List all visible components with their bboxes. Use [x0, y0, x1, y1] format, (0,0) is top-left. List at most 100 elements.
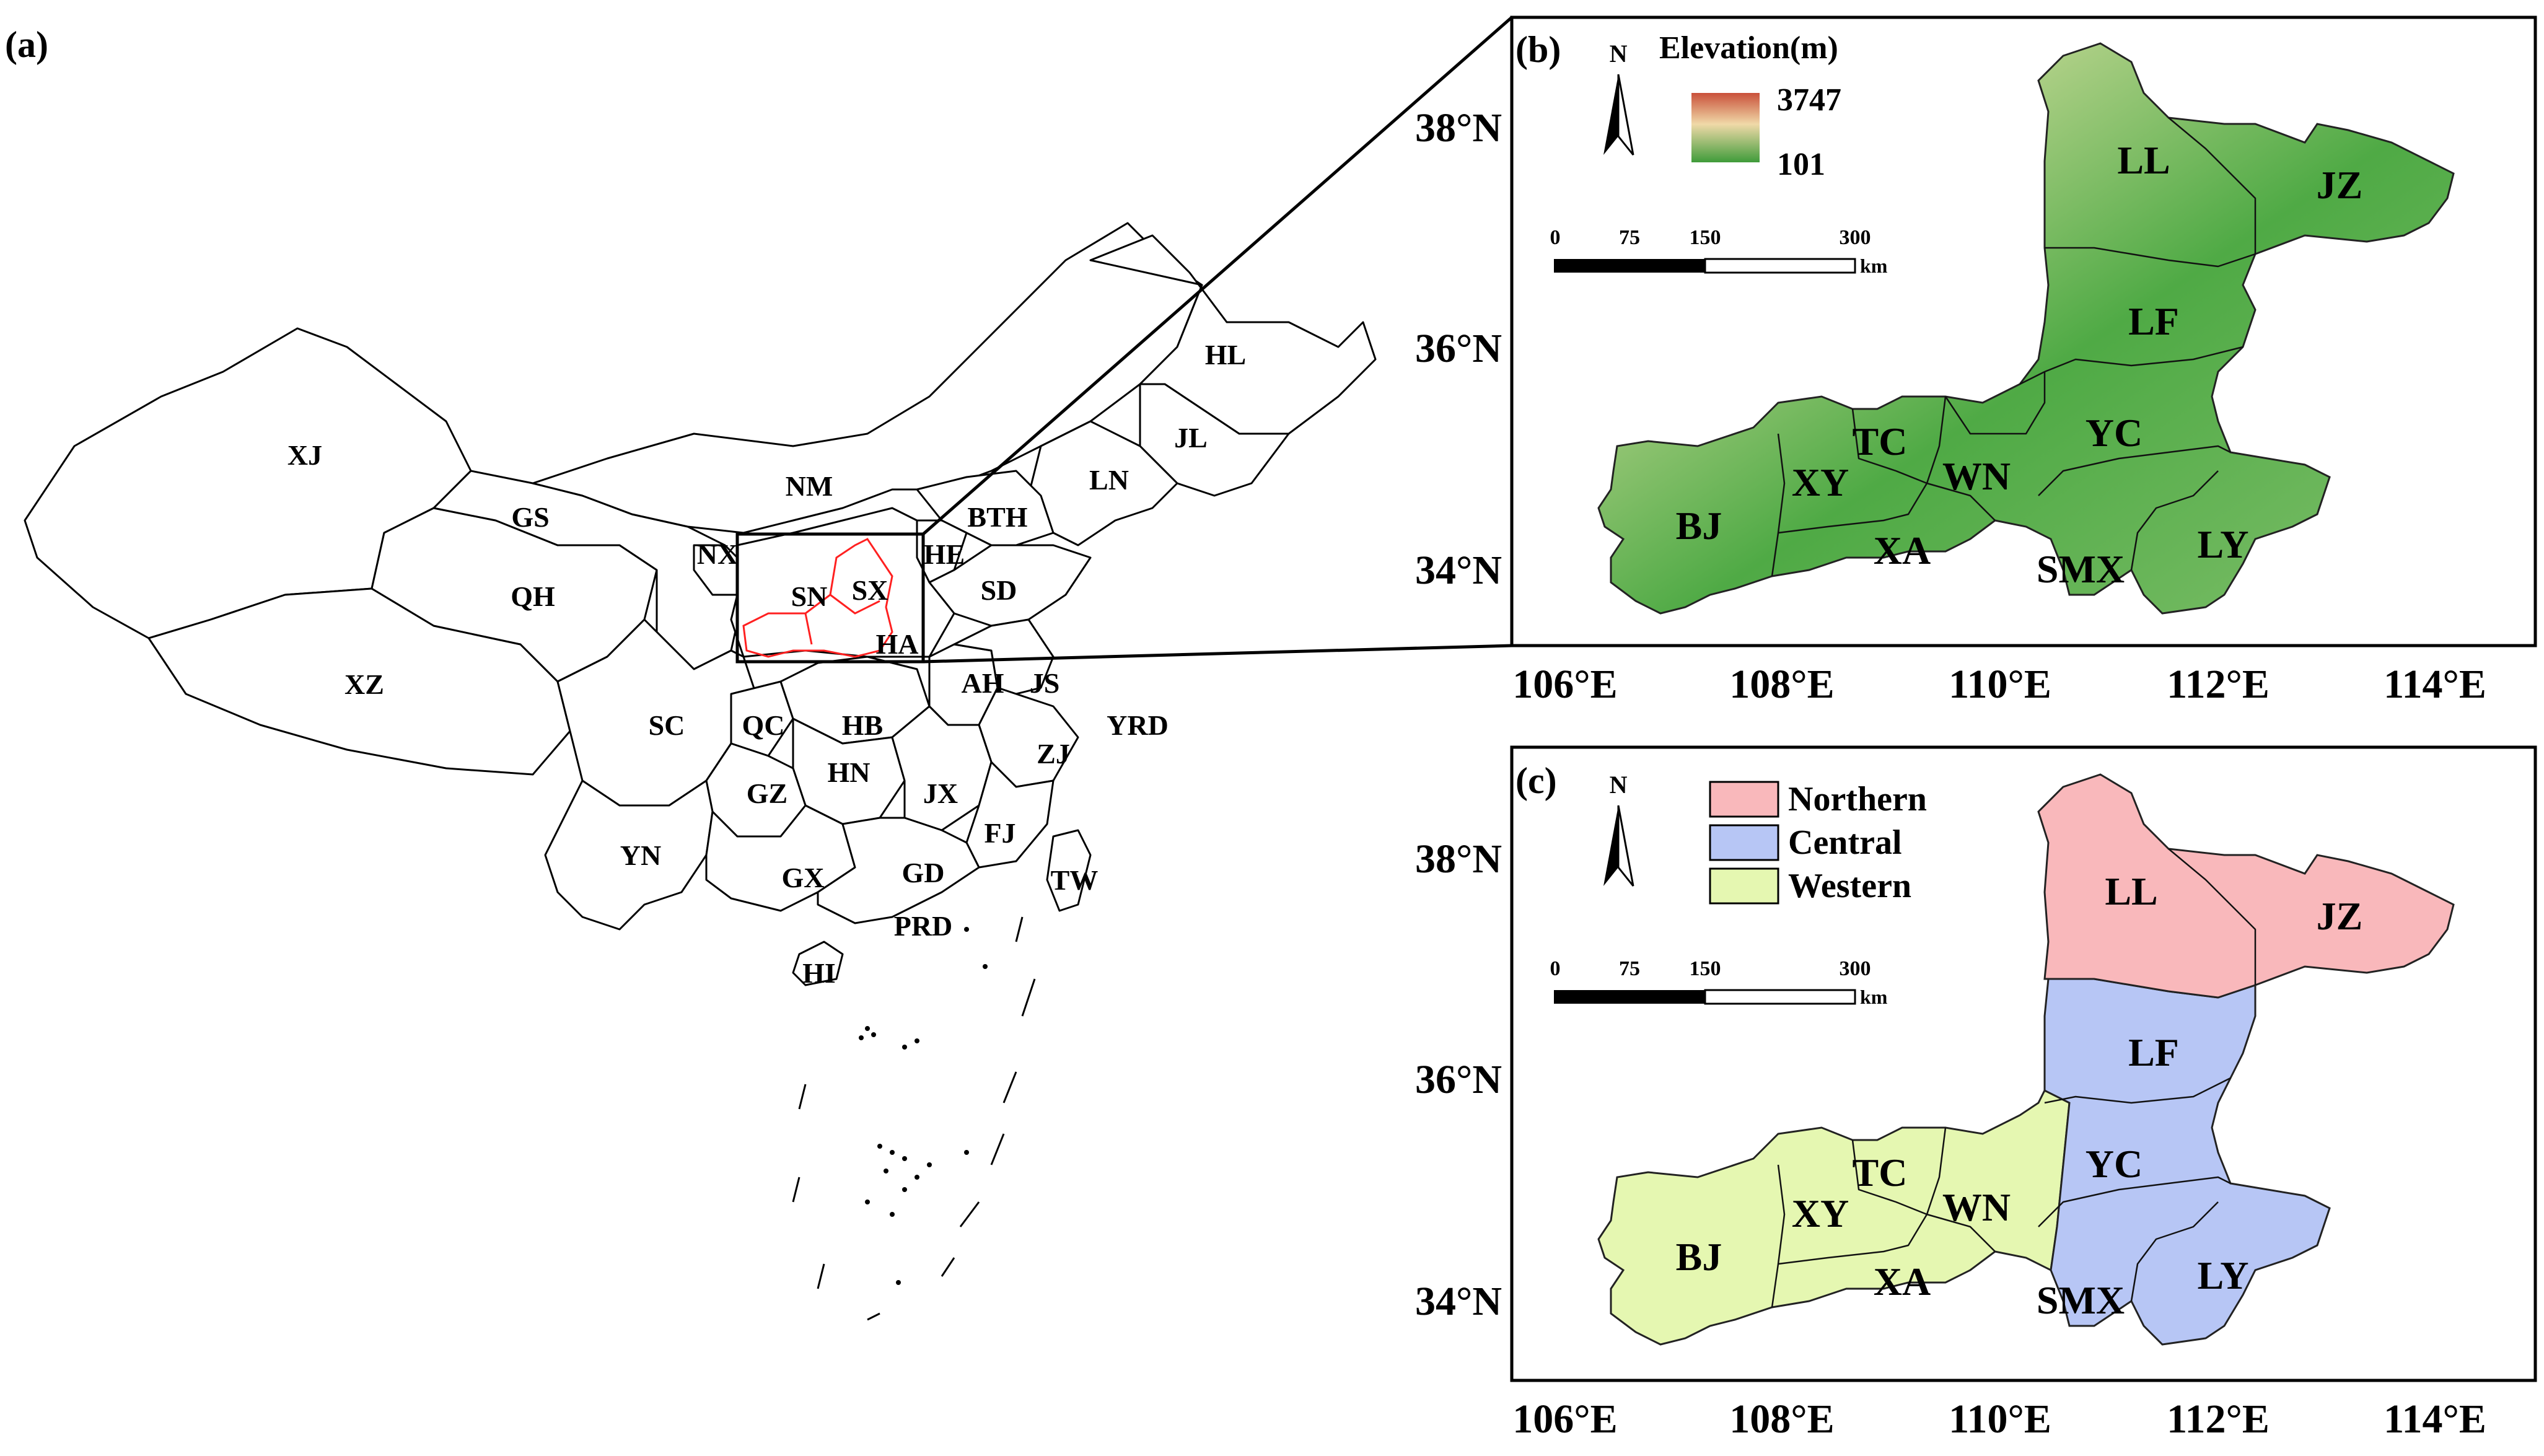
province-label-jx: JX: [923, 778, 958, 809]
svg-text:300: 300: [1840, 957, 1871, 980]
region-western: [1597, 1089, 2071, 1346]
north-arrow-icon: N: [1603, 771, 1634, 887]
city-label-ly-b: LY: [2197, 522, 2248, 566]
province-label-qh: QH: [511, 581, 555, 612]
province-label-gx: GX: [782, 862, 825, 893]
study-area-inner-2: [830, 594, 880, 615]
svg-text:km: km: [1860, 986, 1888, 1008]
city-label-lf-b: LF: [2128, 299, 2179, 343]
lon-label-114-b: 114°E: [2384, 662, 2486, 707]
svg-text:N: N: [1610, 40, 1628, 68]
province-label-nx: NX: [697, 538, 738, 570]
elevation-legend-title: Elevation(m): [1659, 30, 1838, 66]
svg-text:75: 75: [1619, 957, 1640, 980]
lon-label-112-b: 112°E: [2167, 662, 2270, 707]
province-label-ah: AH: [962, 667, 1004, 699]
city-label-wn-b: WN: [1942, 454, 2011, 498]
province-label-hb: HB: [842, 709, 883, 741]
province-label-ln: LN: [1089, 464, 1129, 496]
svg-text:300: 300: [1840, 226, 1871, 249]
province-label-fj: FJ: [984, 817, 1015, 849]
city-label-xa-b: XA: [1874, 528, 1931, 572]
city-label-yc-b: YC: [2086, 411, 2143, 455]
province-qc: [730, 680, 794, 757]
panel-c-label: (c): [1515, 760, 1557, 801]
legend-northern: Northern: [1788, 780, 1927, 818]
province-label-tw: TW: [1051, 864, 1099, 896]
province-tw: [1046, 829, 1092, 912]
lon-label-110-b: 110°E: [1949, 662, 2051, 707]
province-label-hi: HI: [802, 957, 836, 989]
lat-label-34-c: 34°N: [1415, 1279, 1502, 1324]
city-label-jz-b: JZ: [2317, 163, 2363, 207]
china-map: XJ HL JL NM LN GS BTH NX HE QH SN SX SD …: [24, 16, 1513, 1321]
lat-label-38-b: 38°N: [1415, 105, 1502, 151]
svg-text:km: km: [1860, 255, 1888, 277]
province-label-zj: ZJ: [1037, 738, 1070, 770]
legend-western: Western: [1788, 867, 1911, 905]
panel-b: (b) N Elevation(m) 3747 101 0 75 150 300…: [1415, 15, 2537, 707]
connector-line-top: [922, 16, 1513, 535]
city-boundaries-c: [1771, 848, 2257, 1308]
panel-a-label: (a): [5, 24, 48, 65]
study-area-box: [735, 532, 925, 664]
city-label-tc-c: TC: [1853, 1151, 1908, 1195]
lat-label-34-b: 34°N: [1415, 548, 1502, 593]
province-label-yrd: YRD: [1107, 709, 1169, 741]
panel-c: (c) N Northern Central Western 0 75 150 …: [1415, 745, 2537, 1442]
south-china-sea-islands: [792, 916, 1036, 1321]
svg-text:N: N: [1610, 771, 1628, 799]
study-area-inner-1: [804, 613, 813, 645]
city-label-jz-c: JZ: [2317, 894, 2363, 938]
city-label-xy-c: XY: [1792, 1191, 1849, 1235]
island-dots: [859, 927, 988, 1285]
svg-text:0: 0: [1550, 226, 1561, 249]
lon-label-108-c: 108°E: [1729, 1397, 1834, 1442]
province-label-gz: GZ: [747, 778, 787, 809]
city-label-smx-c: SMX: [2037, 1278, 2125, 1322]
scalebar-b: 0 75 150 300 km: [1550, 226, 1888, 277]
city-boundaries-b: [1771, 117, 2257, 577]
city-label-yc-c: YC: [2086, 1142, 2143, 1186]
province-label-yn: YN: [620, 840, 661, 871]
province-label-sn: SN: [791, 581, 828, 612]
province-label-he: HE: [924, 538, 965, 570]
lon-label-106-c: 106°E: [1512, 1397, 1617, 1442]
province-label-xj: XJ: [287, 439, 322, 471]
region-central: [2043, 978, 2331, 1346]
svg-text:150: 150: [1690, 226, 1721, 249]
province-sd: [928, 544, 1092, 627]
svg-text:75: 75: [1619, 226, 1640, 249]
region-northern: [2037, 773, 2455, 999]
region-legend: Northern Central Western: [1709, 780, 1927, 905]
city-label-wn-c: WN: [1942, 1185, 2011, 1229]
city-label-lf-c: LF: [2128, 1030, 2179, 1074]
lon-label-106-b: 106°E: [1512, 662, 1617, 707]
city-label-ll-b: LL: [2117, 138, 2170, 182]
province-label-sd: SD: [981, 574, 1017, 606]
city-label-bj-c: BJ: [1676, 1235, 1722, 1279]
lat-label-36-c: 36°N: [1415, 1057, 1502, 1102]
province-label-prd: PRD: [894, 910, 953, 942]
legend-central: Central: [1788, 823, 1902, 862]
lon-label-112-c: 112°E: [2167, 1397, 2270, 1442]
elevation-min: 101: [1777, 147, 1825, 182]
province-hi: [792, 941, 844, 986]
city-label-smx-b: SMX: [2037, 547, 2125, 591]
north-arrow-icon: N: [1603, 40, 1634, 156]
connector-line-bottom: [923, 644, 1512, 664]
province-label-qc: QC: [742, 709, 785, 741]
elevation-max: 3747: [1777, 82, 1841, 118]
lon-label-114-c: 114°E: [2384, 1397, 2486, 1442]
province-js: [953, 618, 1055, 695]
province-label-jl: JL: [1174, 422, 1208, 454]
lat-label-36-b: 36°N: [1415, 326, 1502, 371]
city-label-ly-c: LY: [2197, 1253, 2248, 1297]
province-label-ha: HA: [876, 628, 919, 660]
province-sn-sx-ha: [730, 507, 955, 658]
province-label-hl: HL: [1205, 339, 1246, 371]
lon-label-108-b: 108°E: [1729, 662, 1834, 707]
city-label-xy-b: XY: [1792, 460, 1849, 504]
province-gd: [817, 817, 980, 924]
